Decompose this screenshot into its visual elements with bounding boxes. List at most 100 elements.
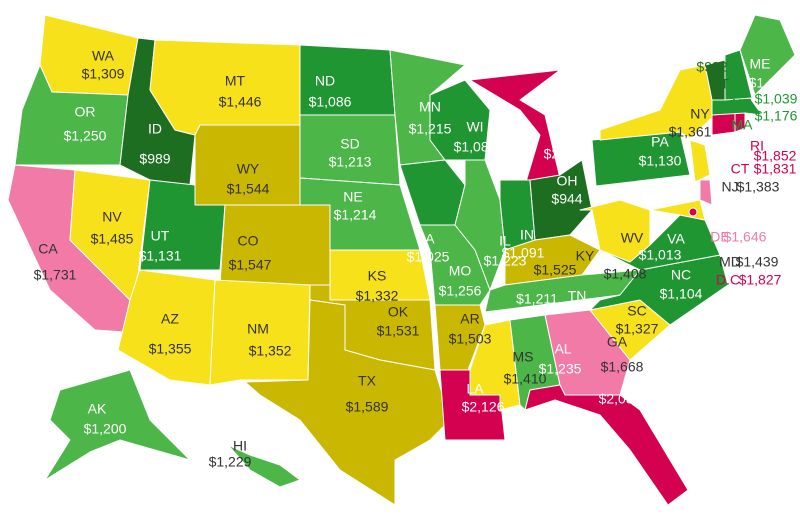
state-value: $1,235 [539, 361, 582, 377]
state-value: $1,200 [84, 421, 127, 437]
state-shape [209, 279, 311, 386]
state-value: $1,213 [329, 154, 372, 170]
state-abbr: SC [627, 303, 646, 319]
state-value: $1,131 [139, 248, 182, 264]
state-shape [579, 199, 651, 263]
state-abbr: CO [238, 233, 259, 249]
state-value: $1,668 [601, 359, 644, 375]
state-abbr: MI [557, 126, 573, 142]
state-value: $1,039 [755, 91, 798, 107]
state-abbr: VT [711, 76, 729, 92]
state-value: $1,130 [639, 153, 682, 169]
state-shape [724, 49, 753, 101]
state-shape [434, 304, 486, 371]
state-abbr: AK [88, 401, 107, 417]
state-abbr: FL [647, 406, 664, 422]
state-abbr: CA [38, 241, 58, 257]
state-abbr: OH [557, 173, 578, 189]
state-value: $1,104 [660, 286, 703, 302]
state-shape [524, 384, 689, 506]
state-value: $1,361 [669, 124, 712, 140]
states [7, 14, 796, 506]
state-value: $1,223 [484, 253, 527, 269]
state-value: $1,091 [502, 245, 545, 261]
state-abbr: UT [151, 228, 170, 244]
state-abbr: MN [419, 99, 441, 115]
state-abbr: WV [621, 230, 644, 246]
state-value: $1,731 [34, 267, 77, 283]
state-value: $1,531 [377, 323, 420, 339]
state-abbr: MS [513, 349, 534, 365]
state-value: $1,410 [504, 371, 547, 387]
state-abbr: OR [75, 104, 96, 120]
state-abbr: PA [651, 134, 669, 150]
state-abbr: MA [732, 117, 754, 133]
state-abbr: NC [671, 267, 691, 283]
state-value: $1,352 [249, 343, 292, 359]
state-abbr: MD [719, 254, 741, 270]
state-abbr: AZ [161, 311, 179, 327]
state-abbr: NM [247, 321, 269, 337]
state-abbr: MT [225, 73, 246, 89]
state-abbr: ME [750, 56, 771, 72]
state-abbr: WY [237, 161, 260, 177]
state-abbr: AR [460, 311, 479, 327]
state-value: $944 [551, 191, 582, 207]
state-value: $2,050 [599, 391, 642, 407]
state-abbr: NV [102, 209, 122, 225]
state-value: $1,547 [229, 257, 272, 273]
state-abbr: WI [466, 119, 483, 135]
state-abbr: HI [233, 438, 247, 454]
state-value: $1,025 [407, 249, 450, 265]
state-value: $1,589 [346, 399, 389, 415]
state-abbr: IN [520, 227, 534, 243]
state-abbr: CT [731, 161, 750, 177]
state-value: $1,309 [82, 66, 125, 82]
state-value: $1,646 [724, 229, 767, 245]
state-shape [227, 444, 301, 488]
state-value: $1,831 [754, 161, 797, 177]
state-abbr: KS [368, 268, 387, 284]
state-abbr: LA [466, 381, 484, 397]
state-value: $1,215 [409, 121, 452, 137]
state-value: $1,086 [309, 94, 352, 110]
state-abbr: AL [554, 341, 571, 357]
state-abbr: KY [576, 248, 595, 264]
state-value: $1,214 [334, 207, 377, 223]
state-abbr: NJ [721, 179, 738, 195]
state-abbr: IA [421, 231, 435, 247]
state-abbr: MO [449, 263, 472, 279]
state-value: $1,503 [449, 331, 492, 347]
state-value: $1,446 [219, 94, 262, 110]
state-value: $1,383 [737, 179, 780, 195]
state-value: $1,525 [534, 262, 577, 278]
state-value: $932 [696, 59, 727, 75]
state-value: $1,852 [754, 148, 797, 164]
state-value: $2,126 [462, 399, 505, 415]
state-value: $1,485 [91, 231, 134, 247]
state-shape [39, 14, 139, 96]
state-value: $2,239 [544, 146, 587, 162]
state-abbr: GA [607, 334, 628, 350]
state-shape [739, 14, 796, 96]
state-value: $1,355 [149, 341, 192, 357]
state-shape [699, 179, 713, 206]
state-abbr: DE [710, 229, 729, 245]
state-abbr: VA [667, 231, 685, 247]
state-abbr: NE [343, 189, 362, 205]
state-abbr: ID [148, 121, 162, 137]
state-abbr: D.C [716, 272, 740, 288]
state-value: $1,256 [439, 283, 482, 299]
state-value: $1,211 [516, 291, 558, 307]
state-shape [244, 299, 451, 506]
state-abbr: TX [358, 373, 377, 389]
state-shape [44, 369, 191, 481]
state-abbr: OK [388, 304, 409, 320]
state-abbr: NH [732, 96, 752, 112]
state-abbr: WA [92, 48, 115, 64]
state-value: $1,332 [356, 288, 399, 304]
state-shape [689, 139, 711, 183]
state-value: $1,327 [616, 321, 659, 337]
state-shape [688, 207, 698, 217]
